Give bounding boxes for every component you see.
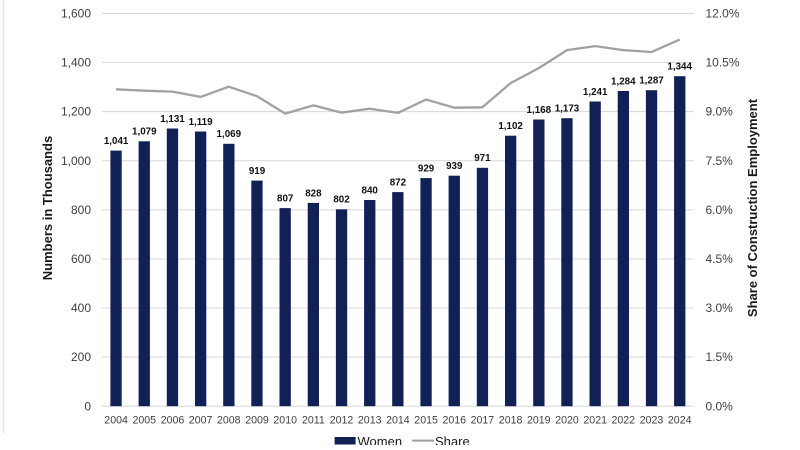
svg-text:2019: 2019 bbox=[527, 414, 551, 426]
svg-text:1,284: 1,284 bbox=[611, 76, 636, 87]
svg-text:929: 929 bbox=[418, 164, 435, 175]
svg-text:Women: Women bbox=[358, 434, 403, 445]
svg-text:1,344: 1,344 bbox=[667, 62, 692, 73]
svg-text:1,131: 1,131 bbox=[160, 114, 185, 125]
svg-text:840: 840 bbox=[362, 185, 379, 196]
svg-text:2011: 2011 bbox=[302, 414, 325, 426]
svg-text:1,287: 1,287 bbox=[639, 76, 664, 87]
svg-text:200: 200 bbox=[71, 350, 91, 364]
svg-text:12.0%: 12.0% bbox=[706, 7, 740, 21]
svg-text:Share: Share bbox=[435, 434, 470, 445]
svg-text:1,079: 1,079 bbox=[132, 127, 157, 138]
svg-text:2020: 2020 bbox=[555, 414, 579, 426]
svg-text:1,000: 1,000 bbox=[61, 154, 91, 168]
svg-text:0.0%: 0.0% bbox=[706, 399, 734, 413]
svg-text:2008: 2008 bbox=[217, 414, 241, 426]
svg-text:2016: 2016 bbox=[443, 414, 467, 426]
svg-text:2012: 2012 bbox=[330, 414, 354, 426]
svg-text:919: 919 bbox=[249, 166, 266, 177]
svg-text:2015: 2015 bbox=[414, 414, 438, 426]
svg-text:807: 807 bbox=[277, 194, 294, 205]
svg-text:1.5%: 1.5% bbox=[706, 350, 734, 364]
svg-text:1,600: 1,600 bbox=[61, 7, 91, 21]
svg-text:1,173: 1,173 bbox=[555, 104, 580, 115]
svg-text:2007: 2007 bbox=[189, 414, 213, 426]
svg-text:872: 872 bbox=[390, 178, 407, 189]
svg-text:971: 971 bbox=[474, 153, 491, 164]
svg-text:2010: 2010 bbox=[273, 414, 297, 426]
svg-text:2006: 2006 bbox=[161, 414, 185, 426]
svg-text:2018: 2018 bbox=[499, 414, 523, 426]
svg-text:2013: 2013 bbox=[358, 414, 382, 426]
svg-text:1,102: 1,102 bbox=[498, 121, 523, 132]
svg-text:802: 802 bbox=[333, 195, 350, 206]
svg-text:3.0%: 3.0% bbox=[706, 301, 734, 315]
svg-text:10.5%: 10.5% bbox=[706, 56, 740, 70]
svg-text:2017: 2017 bbox=[471, 414, 495, 426]
svg-text:7.5%: 7.5% bbox=[706, 154, 734, 168]
svg-text:1,119: 1,119 bbox=[189, 117, 214, 128]
svg-text:939: 939 bbox=[446, 161, 463, 172]
svg-text:2014: 2014 bbox=[386, 414, 410, 426]
svg-text:1,069: 1,069 bbox=[217, 129, 242, 140]
svg-text:400: 400 bbox=[71, 301, 91, 315]
svg-text:Share of Construction Employme: Share of Construction Employment bbox=[745, 98, 760, 317]
svg-text:2009: 2009 bbox=[245, 414, 269, 426]
svg-text:6.0%: 6.0% bbox=[706, 203, 734, 217]
svg-text:828: 828 bbox=[305, 188, 322, 199]
svg-text:1,241: 1,241 bbox=[583, 87, 608, 98]
svg-text:2022: 2022 bbox=[612, 414, 636, 426]
svg-text:2021: 2021 bbox=[583, 414, 607, 426]
svg-text:800: 800 bbox=[71, 203, 91, 217]
svg-text:2005: 2005 bbox=[133, 414, 157, 426]
svg-text:2024: 2024 bbox=[668, 414, 692, 426]
svg-text:600: 600 bbox=[71, 252, 91, 266]
svg-text:1,041: 1,041 bbox=[104, 136, 129, 147]
svg-text:4.5%: 4.5% bbox=[706, 252, 734, 266]
svg-text:2023: 2023 bbox=[640, 414, 664, 426]
svg-text:0: 0 bbox=[84, 399, 91, 413]
svg-text:Numbers in Thousands: Numbers in Thousands bbox=[40, 136, 55, 280]
svg-text:1,400: 1,400 bbox=[61, 56, 91, 70]
svg-text:2004: 2004 bbox=[104, 414, 128, 426]
svg-text:1,200: 1,200 bbox=[61, 105, 91, 119]
svg-text:1,168: 1,168 bbox=[527, 105, 552, 116]
svg-text:9.0%: 9.0% bbox=[706, 105, 734, 119]
